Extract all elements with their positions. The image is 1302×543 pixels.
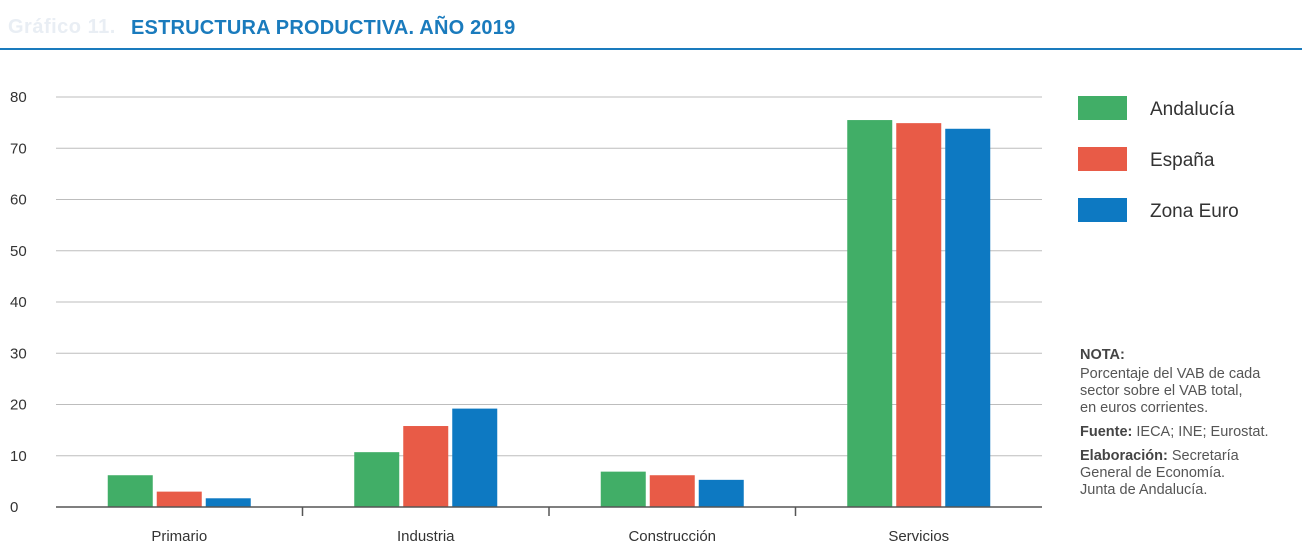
bar-españa <box>156 491 202 507</box>
chart-title: ESTRUCTURA PRODUCTIVA. AÑO 2019 <box>131 17 516 39</box>
y-tick-label: 0 <box>10 499 18 516</box>
fuente-text: IECA; INE; Eurostat. <box>1132 424 1269 440</box>
chart-header: Gráfico 11. ESTRUCTURA PRODUCTIVA. AÑO 2… <box>0 0 1302 52</box>
elaboracion-label: Elaboración: <box>1080 448 1168 464</box>
legend-swatch <box>1078 198 1127 222</box>
bar-andalucía <box>600 471 646 507</box>
bar-zona-euro <box>452 408 498 507</box>
bar-andalucía <box>354 452 400 507</box>
fuente-label: Fuente: <box>1080 424 1133 440</box>
y-tick-label: 40 <box>10 294 27 311</box>
x-tick-label: Construcción <box>628 528 716 543</box>
bar-andalucía <box>107 475 153 507</box>
chart-notes: NOTA: Porcentaje del VAB de cada sector … <box>1080 347 1302 506</box>
nota-heading: NOTA: <box>1080 347 1125 363</box>
bar-zona-euro <box>205 498 251 507</box>
nota-block: NOTA: Porcentaje del VAB de cada sector … <box>1080 347 1302 417</box>
y-tick-label: 10 <box>10 448 27 465</box>
nota-line: en euros corrientes. <box>1080 400 1209 416</box>
x-tick-label: Industria <box>397 528 455 543</box>
legend-swatch <box>1078 96 1127 120</box>
x-tick-label: Primario <box>151 528 207 543</box>
elaboracion-block: Elaboración: Secretaría General de Econo… <box>1080 448 1302 499</box>
elaboracion-line: Junta de Andalucía. <box>1080 482 1208 498</box>
nota-line: sector sobre el VAB total, <box>1080 383 1243 399</box>
fuente-block: Fuente: IECA; INE; Eurostat. <box>1080 424 1302 441</box>
bar-españa <box>896 123 942 507</box>
axes: 0 10 20 30 40 50 60 70 80 Primario Industria Constr… <box>10 89 1042 543</box>
bar-españa <box>649 475 695 507</box>
graph-number-tag: Gráfico 11. <box>8 16 116 38</box>
bars <box>107 120 991 507</box>
bar-andalucía <box>847 120 893 507</box>
title-underline <box>0 48 1302 50</box>
legend-label: España <box>1150 150 1215 171</box>
nota-line: Porcentaje del VAB de cada <box>1080 366 1261 382</box>
legend-swatch <box>1078 147 1127 171</box>
elaboracion-line: General de Economía. <box>1080 465 1226 481</box>
legend-label: Zona Euro <box>1150 201 1239 222</box>
y-tick-label: 70 <box>10 140 27 157</box>
bar-españa <box>403 426 449 507</box>
gridlines <box>56 96 1042 457</box>
legend-label: Andalucía <box>1150 99 1235 120</box>
bar-zona-euro <box>698 479 744 507</box>
elaboracion-line: Secretaría <box>1167 448 1239 464</box>
y-tick-label: 60 <box>10 192 27 209</box>
y-tick-label: 50 <box>10 243 27 260</box>
y-tick-label: 20 <box>10 397 27 414</box>
x-tick-label: Servicios <box>888 528 949 543</box>
y-tick-label: 80 <box>10 89 27 106</box>
bar-zona-euro <box>945 128 991 507</box>
legend: Andalucía España Zona Euro <box>1078 96 1239 222</box>
y-tick-label: 30 <box>10 345 27 362</box>
